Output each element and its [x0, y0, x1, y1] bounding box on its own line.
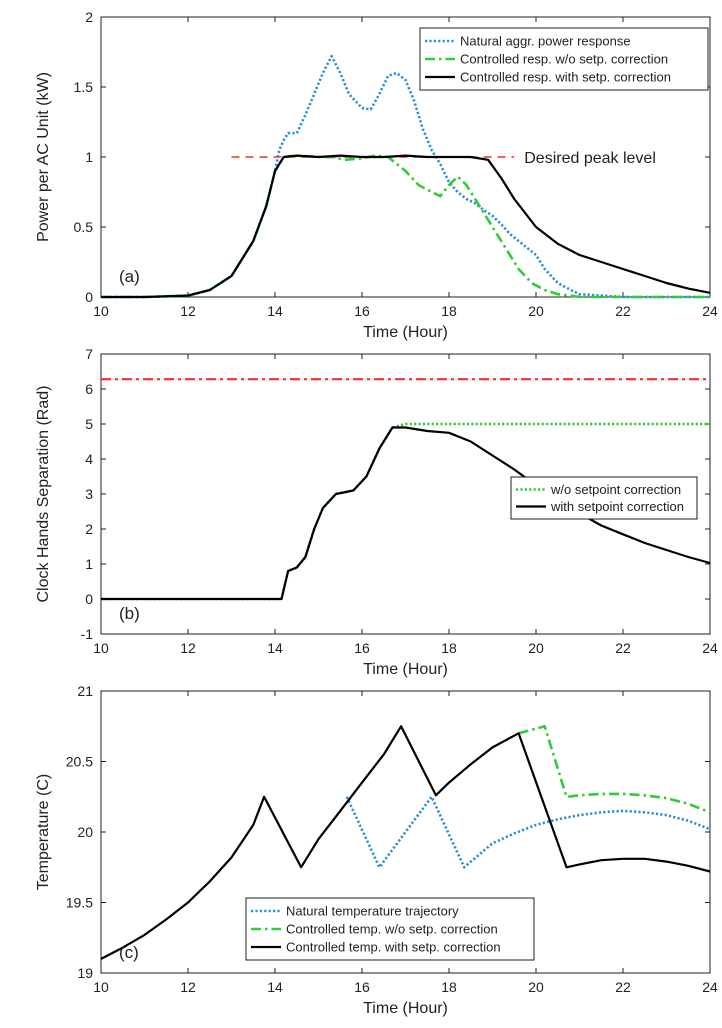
y-tick-label: 20.5 [66, 754, 93, 770]
legend-entry: Natural temperature trajectory [286, 904, 459, 919]
x-tick-label: 24 [702, 640, 718, 656]
x-tick-label: 18 [441, 979, 457, 995]
y-tick-label: 19 [77, 965, 93, 981]
x-tick-label: 24 [702, 979, 718, 995]
y-tick-label: -1 [81, 626, 94, 642]
y-tick-label: 4 [85, 451, 93, 467]
y-tick-label: 2 [85, 521, 93, 537]
series-line-2 [101, 154, 710, 299]
y-tick-label: 5 [85, 416, 93, 432]
y-tick-label: 0.5 [74, 219, 94, 235]
legend: w/o setpoint correction with setpoint cor… [510, 476, 698, 520]
y-tick-label: 6 [85, 381, 93, 397]
x-axis-label: Time (Hour) [363, 324, 448, 341]
y-tick-label: 0 [85, 289, 93, 305]
x-tick-label: 18 [441, 303, 457, 319]
x-tick-label: 14 [267, 979, 283, 995]
x-tick-label: 20 [528, 640, 544, 656]
x-tick-label: 22 [615, 979, 631, 995]
series-line-2 [518, 724, 711, 814]
legend-entry: Controlled temp. with setp. correction [286, 940, 501, 955]
series-line-2 [101, 426, 711, 601]
panel-label: (a) [119, 267, 140, 286]
x-tick-label: 20 [528, 303, 544, 319]
y-tick-label: 3 [85, 486, 93, 502]
y-tick-label: 1 [85, 556, 93, 572]
y-tick-label: 20 [77, 824, 93, 840]
y-axis-label: Temperature (C) [35, 774, 52, 890]
legend-box [245, 897, 535, 961]
legend-entry: with setpoint correction [550, 499, 684, 514]
x-tick-label: 12 [180, 303, 196, 319]
panel-c: 10 12 14 16 18 20 22 24 19 19.5 20 20.5 21 Time (Hour… [35, 683, 718, 1017]
legend-entry: Controlled temp. w/o setp. correction [286, 922, 498, 937]
x-tick-label: 18 [441, 640, 457, 656]
series-line-1 [101, 54, 710, 299]
x-tick-label: 14 [267, 303, 283, 319]
y-tick-label: 0 [85, 591, 93, 607]
legend-entry: w/o setpoint correction [550, 482, 681, 497]
legend-box [510, 476, 698, 520]
series-line-1 [345, 795, 711, 869]
y-tick-label: 7 [85, 346, 93, 362]
legend-entry: Natural aggr. power response [460, 34, 631, 49]
x-tick-label: 12 [180, 979, 196, 995]
y-axis-label: Clock Hands Separation (Rad) [35, 386, 52, 603]
annotation-label: Desired peak level [524, 150, 656, 167]
x-tick-label: 10 [93, 979, 109, 995]
x-tick-label: 20 [528, 979, 544, 995]
y-tick-label: 1 [85, 149, 93, 165]
x-tick-label: 14 [267, 640, 283, 656]
x-tick-label: 16 [354, 640, 370, 656]
y-axis-label: Power per AC Unit (kW) [35, 72, 52, 242]
panel-label: (b) [119, 604, 140, 623]
x-axis-label: Time (Hour) [363, 1000, 448, 1017]
x-tick-label: 16 [354, 303, 370, 319]
panel-a: 10 12 14 16 18 20 22 24 0 0.5 1 1.5 2 Time (Hour) Powe… [35, 9, 718, 341]
panel-label: (c) [119, 943, 139, 962]
legend: Natural aggr. power response Controlled r… [419, 27, 709, 91]
legend-entry: Controlled resp. with setp. correction [460, 70, 671, 85]
legend: Natural temperature trajectory Controlled… [245, 897, 535, 961]
x-tick-label: 22 [615, 640, 631, 656]
series-line-3 [100, 725, 711, 960]
y-tick-label: 1.5 [74, 79, 94, 95]
x-axis-label: Time (Hour) [363, 661, 448, 678]
y-tick-label: 2 [85, 9, 93, 25]
x-tick-label: 10 [93, 303, 109, 319]
x-tick-label: 22 [615, 303, 631, 319]
x-tick-label: 24 [702, 303, 718, 319]
legend-box [419, 27, 709, 91]
x-tick-label: 10 [93, 640, 109, 656]
x-tick-label: 12 [180, 640, 196, 656]
series-line-3 [101, 154, 711, 299]
y-tick-label: 19.5 [66, 895, 93, 911]
legend-entry: Controlled resp. w/o setp. correction [460, 52, 668, 67]
x-tick-label: 16 [354, 979, 370, 995]
y-tick-label: 21 [77, 683, 93, 699]
